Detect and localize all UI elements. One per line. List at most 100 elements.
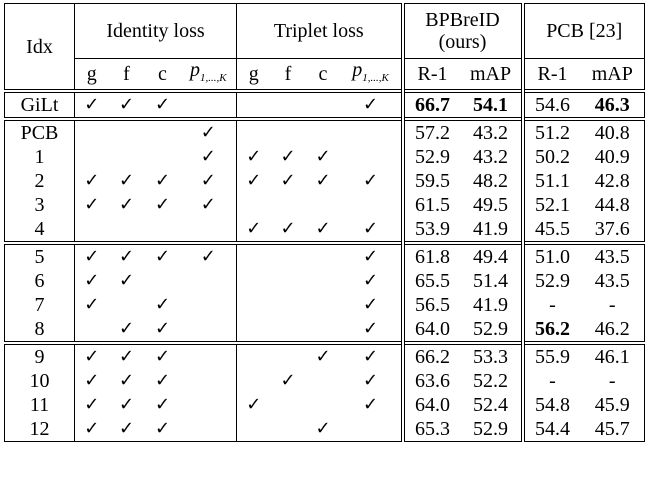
check-cell: ✓ [341,393,403,417]
check-cell: ✓ [236,169,271,193]
score-cell: 45.7 [581,417,645,442]
check-cell: ✓ [74,193,109,217]
check-mark: ✓ [84,346,100,367]
check-cell [181,369,237,393]
check-cell [236,341,271,369]
score-cell: 54.8 [520,393,581,417]
score-cell: - [581,293,645,317]
check-cell: ✓ [145,417,181,442]
check-mark: ✓ [84,270,100,291]
check-mark: ✓ [200,246,216,267]
score-text: 54.1 [473,94,508,116]
score-text: 49.5 [473,194,508,216]
subheader-cell: f [270,58,306,92]
subheader-cell: c [144,58,181,92]
check-cell [74,217,109,243]
check-cell [271,317,306,343]
check-mark: ✓ [362,94,379,115]
subheader-cell: R-1 [520,58,581,92]
score-cell: 45.9 [581,393,645,417]
check-mark: ✓ [362,318,379,339]
check-cell: ✓ [74,89,109,119]
check-cell: ✓ [181,145,237,169]
subheader-cell: p1,...,K [180,58,237,92]
score-cell: 52.9 [520,269,581,293]
check-cell [271,293,306,317]
subheader-cell: mAP [460,58,523,92]
score-cell: 46.1 [580,341,645,369]
score-cell: - [520,369,581,393]
subheader-cell: R-1 [400,58,461,92]
check-cell [306,317,341,343]
check-cell: ✓ [271,369,306,393]
check-cell: ✓ [340,89,403,119]
check-mark: ✓ [84,246,100,267]
check-cell [145,145,181,169]
idx-cell: 7 [5,293,75,317]
check-cell [180,341,237,369]
check-mark: ✓ [362,270,379,291]
check-cell: ✓ [236,217,271,243]
table-row: 4 ✓ ✓ ✓ ✓ 53.9 41.9 45.5 37.6 [5,217,645,243]
check-cell [306,193,341,217]
score-text: 50.2 [535,146,570,168]
header-group: Identity loss [74,3,237,59]
check-cell: ✓ [144,341,181,369]
score-cell: 43.2 [460,117,523,145]
idx-text: 8 [34,318,45,340]
check-mark: ✓ [362,246,379,267]
idx-cell: 12 [5,417,75,442]
check-mark: ✓ [84,418,100,439]
score-text: 51.0 [535,246,570,268]
score-cell: - [520,293,581,317]
check-cell: ✓ [109,193,145,217]
subheader-text: f [284,63,292,85]
score-cell: 64.0 [400,393,461,417]
table-row: PCB ✓ 57.2 43.2 51.2 40.8 [4,117,645,145]
score-text: 64.0 [415,318,450,340]
check-mark: ✓ [280,146,296,167]
row-group: GiLt ✓ ✓ ✓ ✓ 66.7 54.1 54.6 46.3 [4,89,645,119]
score-cell: 46.2 [581,317,645,343]
check-mark: ✓ [118,270,135,291]
results-table: Idx Identity loss Triplet loss BPBreID (our… [4,3,645,442]
header-group: BPBreID (ours) [400,3,523,59]
table-row: 12 ✓ ✓ ✓ ✓ 65.3 52.9 54.4 45.7 [5,417,645,442]
header-text: Idx [26,35,53,58]
score-text: 54.6 [535,94,570,116]
score-cell: 55.9 [520,341,581,369]
check-cell: ✓ [306,217,341,243]
table-row: 6 ✓ ✓ ✓ 65.5 51.4 52.9 43.5 [5,269,645,293]
score-cell: 41.9 [461,217,523,243]
check-mark: ✓ [84,394,100,415]
score-text: 54.8 [535,394,570,416]
check-mark: ✓ [154,294,171,315]
check-cell: ✓ [108,89,145,119]
header-row: Idx Identity loss Triplet loss BPBreID (our… [5,3,645,59]
idx-cell: GiLt [4,89,75,119]
score-cell: 49.4 [460,241,523,269]
check-mark: ✓ [200,194,216,215]
score-cell: 51.4 [461,269,523,293]
score-text: 43.2 [473,122,508,144]
check-cell: ✓ [74,169,109,193]
idx-text: GiLt [20,94,59,116]
score-text: 55.9 [535,346,570,368]
score-cell: 46.3 [580,89,645,119]
check-cell: ✓ [74,241,109,269]
check-mark: ✓ [315,346,331,367]
idx-cell: 6 [5,269,75,293]
idx-text: 9 [34,346,45,368]
table-row: 9 ✓ ✓ ✓ ✓ ✓ 66.2 53.3 55.9 46.1 [4,341,645,369]
score-text: - [608,370,616,392]
score-text: 51.4 [473,270,508,292]
check-cell [236,369,271,393]
table-row: 1 ✓ ✓ ✓ ✓ 52.9 43.2 50.2 40.9 [5,145,645,169]
check-cell [341,193,403,217]
score-cell: 52.2 [461,369,523,393]
score-text: 52.9 [473,418,508,440]
check-cell [305,241,341,269]
subheader-text: R-1 [537,63,568,85]
table-row: 5 ✓ ✓ ✓ ✓ ✓ 61.8 49.4 51.0 43.5 [4,241,645,269]
check-mark: ✓ [118,394,135,415]
